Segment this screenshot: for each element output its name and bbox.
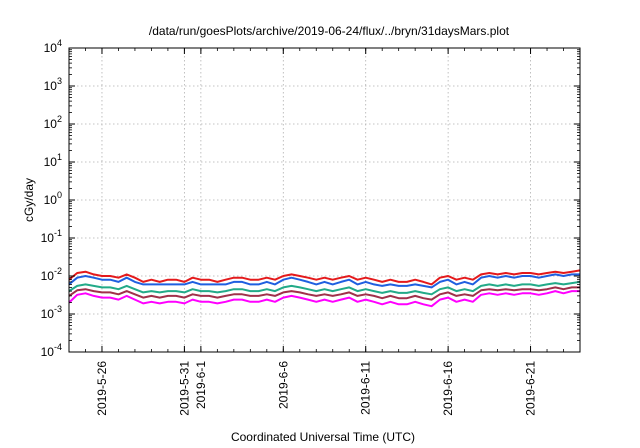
y-tick-label: 10-4 <box>41 342 62 359</box>
series-line-2 <box>68 273 580 289</box>
y-tick-label: 104 <box>44 38 62 55</box>
x-tick-label: 2019-6-1 <box>194 361 208 409</box>
y-tick-label: 100 <box>44 190 62 207</box>
x-tick-label: 2019-5-31 <box>177 361 191 416</box>
y-tick-label: 101 <box>44 152 62 169</box>
y-tick-label: 102 <box>44 114 62 131</box>
y-tick-label: 10-2 <box>41 266 62 283</box>
grid-lines <box>69 48 580 352</box>
y-tick-label: 10-1 <box>41 228 62 245</box>
series-line-5 <box>68 290 580 308</box>
x-tick-label: 2019-6-6 <box>276 361 290 409</box>
x-tick-label: 2019-6-21 <box>524 361 538 416</box>
chart-title: /data/run/goesPlots/archive/2019-06-24/f… <box>149 24 510 38</box>
series-line-4 <box>68 286 580 301</box>
y-tick-label: 103 <box>44 76 62 93</box>
series-layer <box>68 269 581 308</box>
series-line-3 <box>68 280 581 296</box>
y-axis-label: cGy/day <box>22 178 36 222</box>
x-tick-label: 2019-5-26 <box>95 361 109 416</box>
x-tick-label: 2019-6-11 <box>359 361 373 415</box>
x-axis-ticks: 2019-5-26 2019-5-31 2019-6-1 2019-6-6 2019-6… <box>85 48 564 416</box>
x-tick-label: 2019-6-16 <box>441 361 455 416</box>
y-axis-ticks: 10-4 10-3 10-2 10-1 100 101 102 103 104 <box>41 38 580 359</box>
y-tick-label: 10-3 <box>41 304 62 321</box>
x-axis-label: Coordinated Universal Time (UTC) <box>231 430 415 444</box>
series-line-1 <box>68 269 581 286</box>
